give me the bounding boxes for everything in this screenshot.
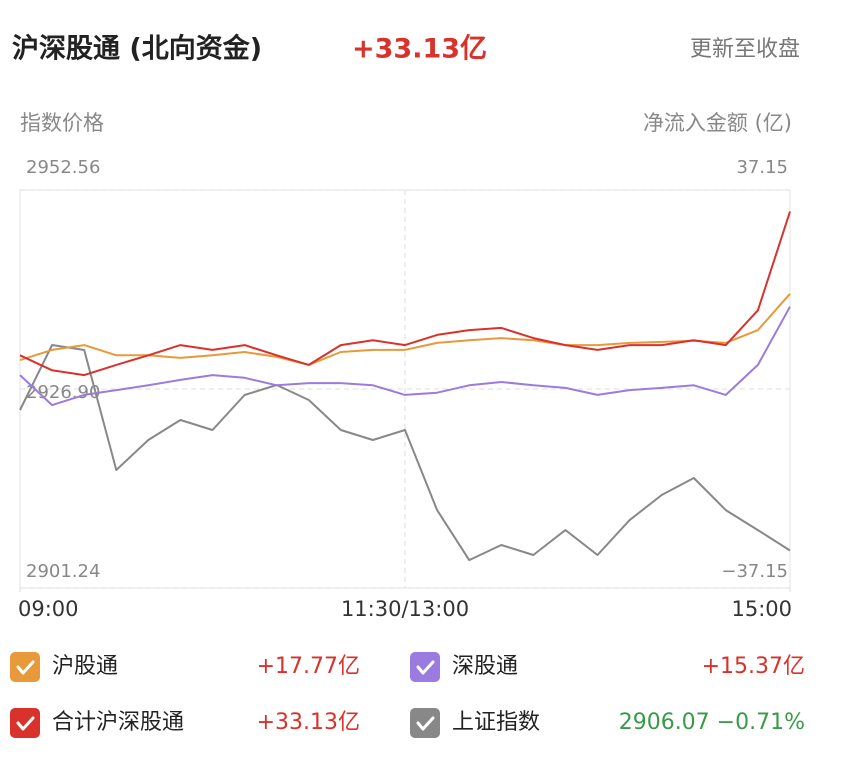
legend-checkbox: [410, 708, 440, 738]
y-axis-label: 指数价格: [20, 111, 104, 135]
x-tick-label: 09:00: [18, 597, 79, 621]
legend-label: 合计沪深股通: [52, 710, 184, 735]
legend-checkbox: [10, 708, 40, 738]
legend-item[interactable]: 合计沪深股通 +33.13亿: [10, 708, 360, 738]
legend-label: 沪股通: [52, 654, 118, 679]
title: 沪深股通 (北向资金): [12, 33, 262, 65]
legend-value: +33.13亿: [257, 710, 360, 735]
status: 更新至收盘: [690, 37, 800, 62]
legend-label: 上证指数: [452, 710, 540, 735]
y2-axis-label: 净流入金额 (亿): [643, 111, 792, 135]
y2-tick-label: −37.15: [721, 561, 788, 582]
y-tick-label: 2901.24: [26, 561, 100, 582]
total: +33.13亿: [352, 34, 487, 65]
x-tick-label: 11:30/13:00: [341, 597, 469, 621]
legend-item[interactable]: 上证指数 2906.07 −0.71%: [410, 708, 805, 738]
legend-value: +15.37亿: [702, 654, 805, 679]
legend-check: [16, 660, 35, 675]
y-tick-label: 2952.56: [26, 157, 100, 178]
legend-value: +17.77亿: [257, 654, 360, 679]
legend-checkbox: [410, 652, 440, 682]
series-line: [19, 344, 791, 562]
legend-check: [416, 660, 435, 675]
y2-tick-label: 37.15: [736, 157, 788, 178]
series-line: [19, 306, 791, 407]
series-line: [19, 211, 791, 377]
legend-check: [16, 716, 35, 731]
legend-check: [416, 716, 435, 731]
legend-checkbox: [10, 652, 40, 682]
legend-label: 深股通: [452, 654, 518, 679]
x-tick-label: 15:00: [731, 597, 792, 621]
legend-item[interactable]: 沪股通 +17.77亿: [10, 652, 360, 682]
legend-value: 2906.07 −0.71%: [619, 710, 805, 735]
legend-item[interactable]: 深股通 +15.37亿: [410, 652, 805, 682]
